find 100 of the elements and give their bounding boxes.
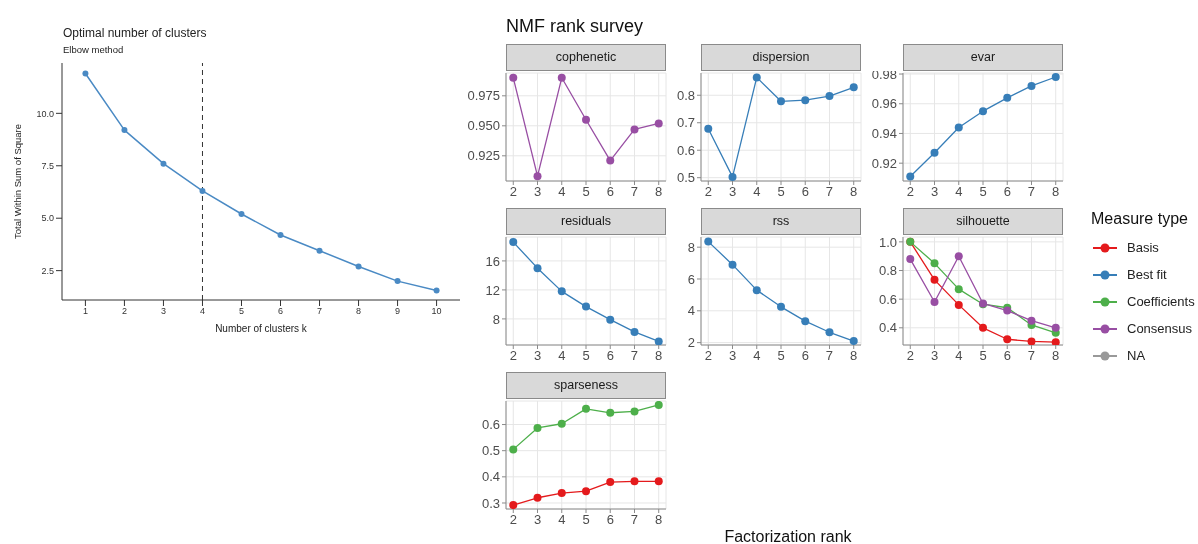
y-tick-label: 0.925 xyxy=(467,148,500,164)
point xyxy=(533,264,542,273)
x-tick-label: 8 xyxy=(850,348,858,364)
point xyxy=(654,477,663,486)
point xyxy=(160,160,167,167)
y-tick-label: 0.975 xyxy=(467,88,500,104)
y-tick-label: 16 xyxy=(485,253,500,269)
y-tick-label: 0.8 xyxy=(676,87,695,103)
x-tick-label: 4 xyxy=(558,184,566,200)
x-tick-label: 4 xyxy=(753,348,761,364)
point xyxy=(728,260,737,269)
y-tick-label: 0.6 xyxy=(676,142,695,158)
x-tick-label: 8 xyxy=(1052,348,1060,364)
x-tick-label: 4 xyxy=(558,512,566,528)
point xyxy=(704,124,713,133)
x-tick-label: 5 xyxy=(582,512,590,528)
y-tick-label: 0.3 xyxy=(481,495,500,511)
point xyxy=(394,278,401,285)
x-tick-label: 2 xyxy=(509,512,517,528)
y-tick-label: 12 xyxy=(485,282,500,298)
x-tick-label: 6 xyxy=(278,306,284,317)
point xyxy=(121,127,128,134)
x-tick-label: 5 xyxy=(238,306,244,317)
chart-title: dispersion xyxy=(701,44,861,71)
x-tick-label: 2 xyxy=(704,348,712,364)
point xyxy=(654,119,663,128)
point xyxy=(825,92,834,101)
point xyxy=(954,285,963,294)
point xyxy=(355,263,362,270)
y-tick-label: 10.0 xyxy=(36,108,54,119)
point xyxy=(654,337,663,345)
x-tick-label: 3 xyxy=(728,184,737,200)
x-tick-label: 5 xyxy=(582,184,590,200)
point xyxy=(630,125,639,134)
chart-title: silhouette xyxy=(903,208,1063,235)
x-tick-label: 4 xyxy=(955,348,963,364)
point xyxy=(277,231,284,238)
x-tick-label: 6 xyxy=(606,184,614,200)
point xyxy=(801,317,810,326)
x-tick-label: 3 xyxy=(533,184,542,200)
point xyxy=(509,73,518,82)
point xyxy=(1051,338,1060,345)
chart-title: residuals xyxy=(506,208,666,235)
point xyxy=(199,187,206,194)
x-tick-label: 2 xyxy=(509,184,517,200)
y-tick-label: 1.0 xyxy=(878,234,897,250)
x-tick-label: 4 xyxy=(753,184,761,200)
x-tick-label: 4 xyxy=(955,184,963,200)
y-tick-label: 0.4 xyxy=(481,469,500,485)
point xyxy=(533,493,542,502)
point xyxy=(606,315,615,324)
legend-title: Measure type xyxy=(1091,210,1189,228)
legend-label: Best fit xyxy=(1127,267,1167,282)
point xyxy=(777,97,785,106)
x-tick-label: 5 xyxy=(979,184,987,200)
x-tick-label: 8 xyxy=(655,348,663,364)
x-tick-label: 8 xyxy=(356,306,362,317)
y-tick-label: 5.0 xyxy=(41,213,54,224)
legend-label: Basis xyxy=(1127,240,1159,255)
point xyxy=(316,247,323,254)
point xyxy=(582,404,590,413)
x-tick-label: 8 xyxy=(655,512,663,528)
chart-title: evar xyxy=(903,44,1063,71)
point xyxy=(954,300,963,309)
x-tick-label: 2 xyxy=(704,184,712,200)
y-tick-label: 0.92 xyxy=(871,155,897,171)
point xyxy=(606,156,615,165)
x-tick-label: 10 xyxy=(431,306,442,317)
y-tick-label: 0.4 xyxy=(878,320,897,336)
y-tick-label: 0.6 xyxy=(481,417,500,433)
y-tick-label: 0.5 xyxy=(676,170,695,186)
x-tick-label: 3 xyxy=(728,348,737,364)
point xyxy=(752,286,761,295)
x-tick-label: 3 xyxy=(533,348,542,364)
y-axis-title: Total Within Sum of Square xyxy=(12,123,24,240)
point xyxy=(954,252,963,261)
point xyxy=(906,172,915,181)
point xyxy=(630,477,639,486)
x-tick-label: 2 xyxy=(906,184,914,200)
x-tick-label: 7 xyxy=(630,512,639,528)
y-tick-label: 2 xyxy=(687,335,695,351)
x-tick-label: 2 xyxy=(509,348,517,364)
x-tick-label: 6 xyxy=(606,348,614,364)
point xyxy=(582,302,590,311)
x-tick-label: 3 xyxy=(930,184,939,200)
y-tick-label: 2.5 xyxy=(41,265,54,276)
chart-subtitle: Elbow method xyxy=(63,44,124,55)
point xyxy=(630,327,639,336)
x-tick-label: 2 xyxy=(906,348,914,364)
point xyxy=(752,73,761,82)
point xyxy=(930,275,939,284)
x-tick-label: 7 xyxy=(1027,184,1036,200)
point xyxy=(433,287,440,294)
point xyxy=(930,298,939,307)
point xyxy=(979,107,987,116)
x-tick-label: 7 xyxy=(630,184,639,200)
point xyxy=(1027,316,1036,325)
x-tick-label: 9 xyxy=(395,306,401,317)
x-tick-label: 3 xyxy=(533,512,542,528)
x-tick-label: 7 xyxy=(630,348,639,364)
